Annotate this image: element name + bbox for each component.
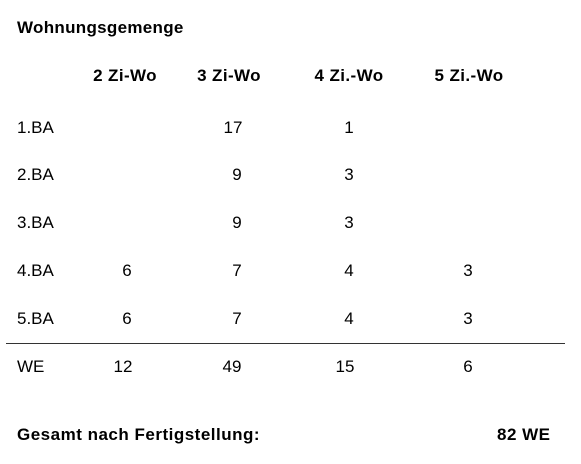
table-cell: 9 (232, 165, 242, 184)
table-cell: 6 (122, 261, 132, 280)
table-cell: 3 (344, 213, 354, 232)
total-cell: 12 (113, 357, 133, 376)
table-cell: 9 (232, 213, 242, 232)
total-row-label: WE (17, 357, 45, 376)
table-divider (6, 343, 565, 344)
table-cell: 7 (232, 261, 242, 280)
table-cell: 3 (463, 261, 473, 280)
row-label: 3.BA (17, 213, 54, 232)
table-cell: 1 (344, 118, 354, 137)
table-cell: 7 (232, 309, 242, 328)
total-cell: 6 (463, 357, 473, 376)
table-cell: 6 (122, 309, 132, 328)
summary-label: Gesamt nach Fertigstellung: (17, 425, 261, 444)
table-cell: 17 (223, 118, 243, 137)
summary-value: 82 WE (497, 425, 551, 444)
column-header-4zi: 4 Zi.-Wo (314, 66, 384, 85)
table-cell: 3 (463, 309, 473, 328)
total-cell: 15 (335, 357, 355, 376)
row-label: 4.BA (17, 261, 54, 280)
table-cell: 3 (344, 165, 354, 184)
row-label: 5.BA (17, 309, 54, 328)
row-label: 2.BA (17, 165, 54, 184)
column-header-2zi: 2 Zi-Wo (93, 66, 157, 85)
total-cell: 49 (222, 357, 242, 376)
column-header-3zi: 3 Zi-Wo (197, 66, 261, 85)
document-title: Wohnungsgemenge (17, 18, 184, 37)
column-header-5zi: 5 Zi.-Wo (434, 66, 504, 85)
table-cell: 4 (344, 261, 354, 280)
table-cell: 4 (344, 309, 354, 328)
row-label: 1.BA (17, 118, 54, 137)
